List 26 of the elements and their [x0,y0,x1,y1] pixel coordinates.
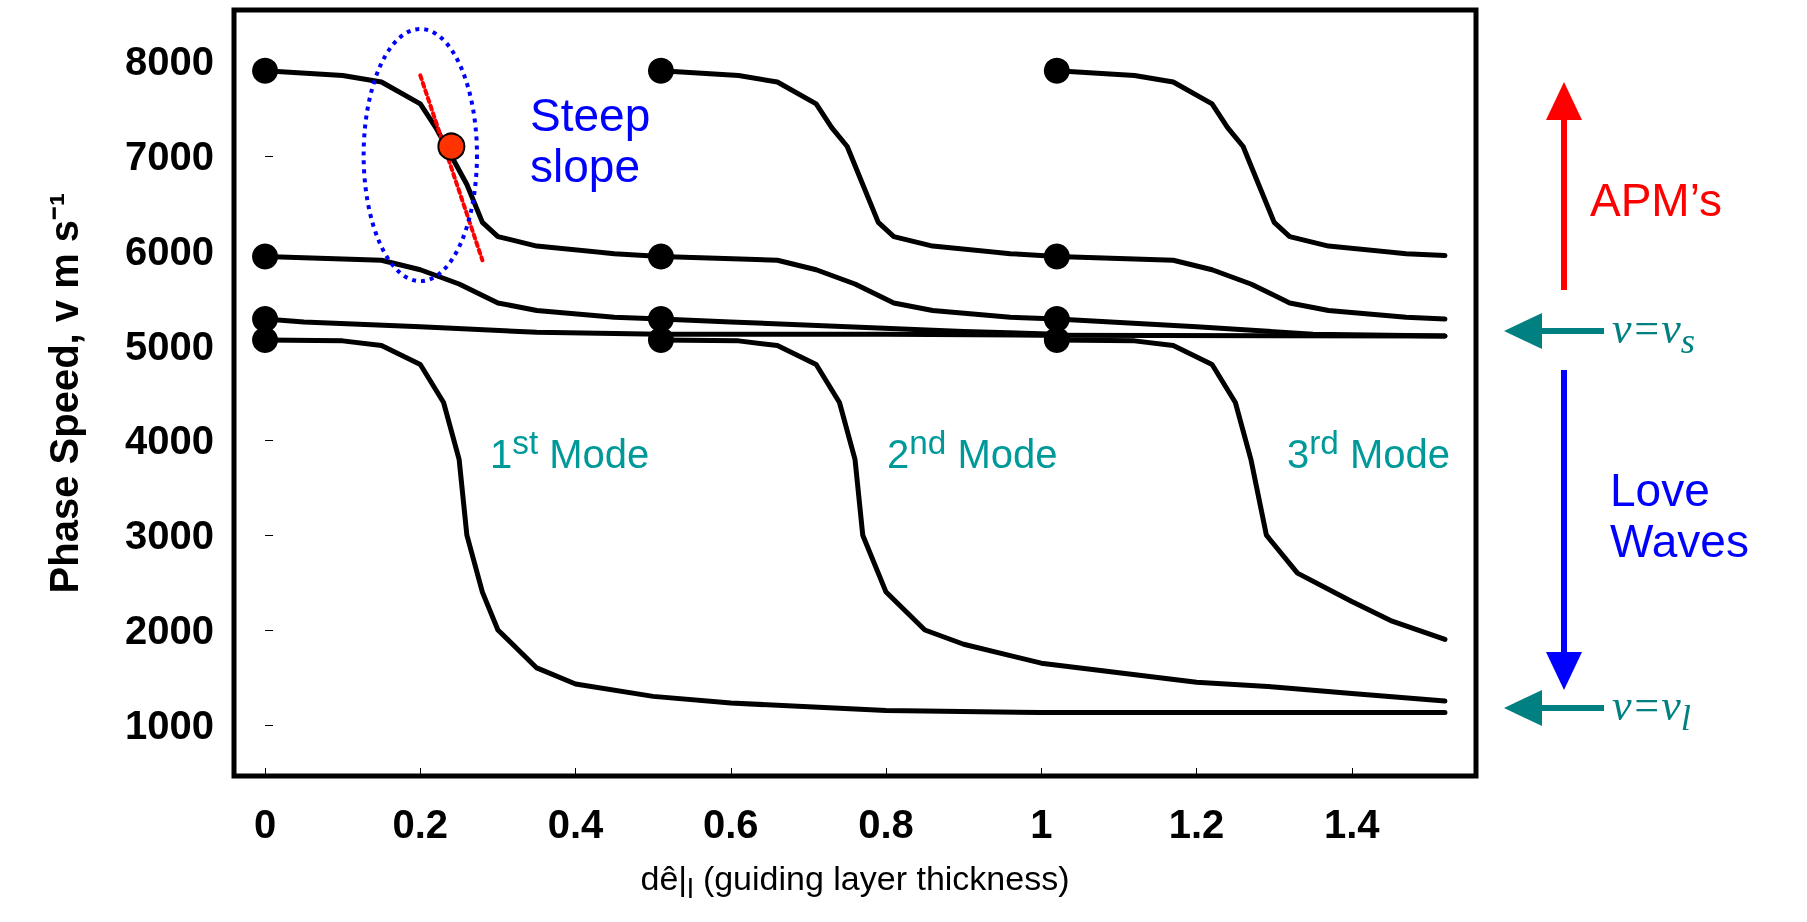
annotation: Steep slope [530,89,652,192]
y-tick-label: 2000 [125,608,214,653]
y-tick-label: 4000 [125,418,214,463]
y-tick-label: 6000 [125,228,214,273]
x-tick-label: 1.2 [1168,802,1225,846]
annotation: 3$^{rd}$ Mode [1287,424,1451,477]
x-axis-title: dê|$_{l}$ (guiding layer thickness) [640,859,1070,904]
y-tick-label: 1000 [125,702,214,747]
y-tick-label: 3000 [125,513,214,558]
text: v=v$_{l}$ [1612,681,1691,739]
x-tick-label: 0.2 [392,802,449,846]
annotation: 2$^{nd}$ Mode [887,424,1058,477]
y-tick-label: 8000 [125,39,214,84]
text: Love Waves [1610,464,1750,567]
x-tick-label: 0.6 [703,802,759,846]
annotation: 1$^{st}$ Mode [490,424,650,477]
x-tick-label: 1 [1030,802,1053,846]
x-tick-label: 0 [253,802,277,846]
x-tick-label: 0.4 [547,802,605,846]
y-tick-label: 7000 [125,133,214,178]
text: APM’s [1590,174,1723,226]
text: v=v$_{s}$ [1612,304,1696,362]
x-tick-label: 1.4 [1324,802,1381,846]
x-tick-label: 0.8 [858,802,914,846]
y-tick-label: 5000 [125,323,214,368]
y-axis-title: Phase Speed, v m s⁻¹ [42,192,86,594]
